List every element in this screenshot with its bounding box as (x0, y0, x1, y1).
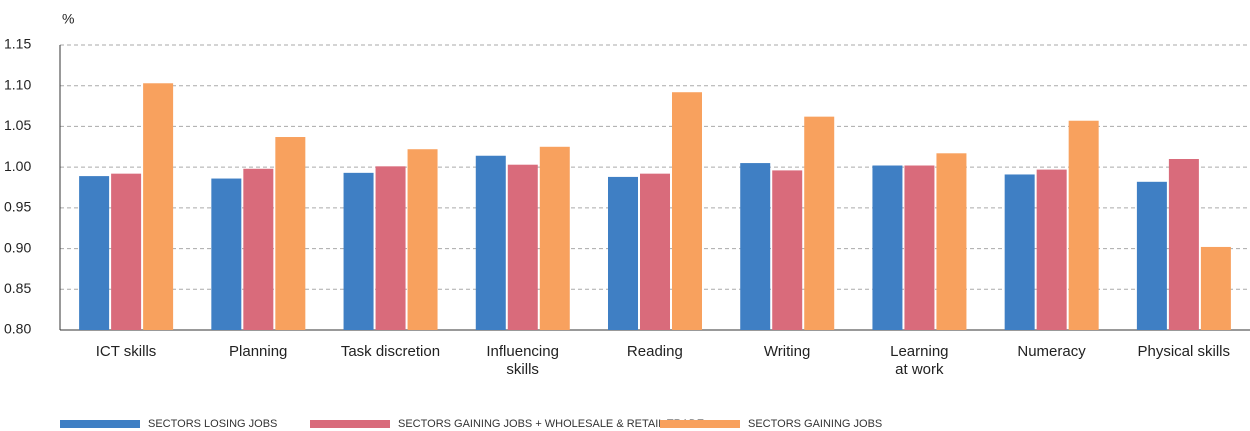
x-tick-label: Planning (229, 343, 288, 360)
bar (1004, 174, 1035, 330)
legend-swatch (310, 420, 390, 428)
bar (143, 83, 174, 331)
x-tick-label: Task discretion (340, 343, 441, 360)
bar (1168, 159, 1199, 330)
y-tick-label: 1.15 (4, 36, 31, 52)
x-tick-label: Reading (626, 343, 683, 360)
y-axis-label: % (62, 11, 74, 27)
y-tick-label: 0.85 (4, 280, 31, 296)
bar (904, 165, 935, 330)
bar (475, 155, 506, 330)
bar (407, 149, 438, 330)
bar (375, 166, 406, 330)
legend-label: SECTORS GAINING JOBS (748, 418, 882, 430)
y-tick-label: 0.90 (4, 239, 31, 255)
x-tick-label: Learning at work (890, 343, 949, 378)
bar (1136, 181, 1167, 330)
bar (740, 163, 771, 330)
bar (539, 146, 570, 330)
bar (507, 164, 538, 330)
x-tick-label: Influencing skills (486, 343, 559, 378)
bar (772, 170, 803, 330)
y-tick-label: 1.10 (4, 76, 31, 92)
bar (111, 173, 142, 330)
bar (872, 165, 903, 330)
bar (608, 176, 638, 330)
bar (275, 137, 306, 330)
y-tick-label: 1.05 (4, 117, 31, 133)
x-tick-label: ICT skills (95, 343, 157, 360)
x-tick-label: Writing (763, 343, 811, 360)
bar (79, 176, 110, 330)
bar (243, 168, 274, 330)
bar (936, 153, 967, 330)
legend-swatch (60, 420, 140, 428)
bar (211, 178, 242, 330)
y-tick-label: 0.95 (4, 199, 31, 215)
legend-label: SECTORS GAINING JOBS + WHOLESALE & RETAI… (398, 418, 704, 430)
x-tick-label: Numeracy (1017, 343, 1086, 360)
y-tick-label: 0.80 (4, 321, 31, 337)
legend-swatch (660, 420, 740, 428)
bar (1036, 169, 1067, 330)
bar (804, 116, 835, 331)
y-tick-label: 1.00 (4, 158, 31, 174)
bar (1068, 120, 1099, 330)
legend-label: SECTORS LOSING JOBS (148, 418, 277, 430)
bar (672, 92, 702, 330)
bar (1200, 246, 1231, 330)
x-tick-label: Physical skills (1137, 343, 1231, 360)
bar (343, 172, 374, 330)
bar (640, 173, 670, 330)
